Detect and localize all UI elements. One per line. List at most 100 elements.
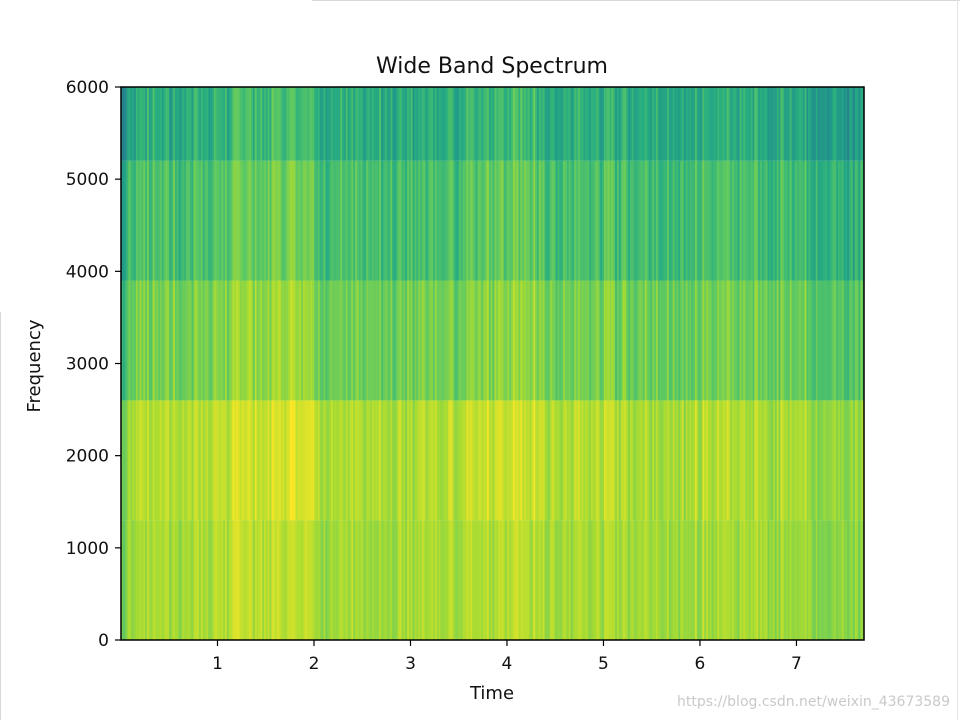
heatmap-cell bbox=[709, 520, 713, 640]
heatmap-cell bbox=[429, 87, 432, 161]
heatmap-cell bbox=[789, 400, 793, 521]
heatmap-cell bbox=[641, 520, 644, 640]
heatmap-cell bbox=[418, 280, 421, 401]
heatmap-cell bbox=[527, 280, 531, 401]
heatmap-cell bbox=[594, 520, 598, 640]
heatmap-cell bbox=[345, 400, 349, 521]
heatmap-cell bbox=[386, 87, 390, 161]
heatmap-cell bbox=[659, 520, 663, 640]
heatmap-cell bbox=[395, 520, 399, 640]
heatmap-cell bbox=[726, 160, 729, 281]
heatmap-cell bbox=[839, 160, 843, 281]
heatmap-cell bbox=[849, 160, 852, 281]
heatmap-cell bbox=[178, 520, 182, 640]
heatmap-cell bbox=[743, 520, 746, 640]
heatmap-cell bbox=[527, 160, 531, 281]
heatmap-cell bbox=[189, 400, 193, 521]
heatmap-cell bbox=[208, 87, 211, 161]
heatmap-cell bbox=[212, 280, 215, 401]
heatmap-cell bbox=[767, 280, 770, 401]
heatmap-cell bbox=[724, 400, 728, 521]
heatmap-cell bbox=[525, 400, 529, 521]
heatmap-cell bbox=[462, 400, 466, 521]
heatmap-cell bbox=[460, 400, 464, 521]
heatmap-cell bbox=[574, 400, 577, 521]
heatmap-cell bbox=[405, 280, 408, 401]
heatmap-cell bbox=[652, 400, 655, 521]
heatmap-cell bbox=[659, 400, 663, 521]
heatmap-cell bbox=[375, 160, 378, 281]
heatmap-cell bbox=[299, 400, 302, 521]
heatmap-cell bbox=[182, 87, 185, 161]
heatmap-cell bbox=[499, 160, 503, 281]
heatmap-cell bbox=[696, 520, 700, 640]
heatmap-cell bbox=[717, 520, 720, 640]
heatmap-cell bbox=[726, 520, 729, 640]
heatmap-cell bbox=[464, 160, 468, 281]
heatmap-cell bbox=[128, 87, 131, 161]
heatmap-cell bbox=[351, 87, 354, 161]
heatmap-cell bbox=[202, 160, 206, 281]
heatmap-cell bbox=[533, 520, 536, 640]
heatmap-cell bbox=[407, 400, 410, 521]
heatmap-cell bbox=[368, 280, 371, 401]
heatmap-cell bbox=[581, 400, 585, 521]
heatmap-cell bbox=[527, 87, 531, 161]
heatmap-cell bbox=[732, 400, 735, 521]
heatmap-cell bbox=[336, 280, 339, 401]
heatmap-cell bbox=[507, 87, 510, 161]
heatmap-cell bbox=[245, 87, 248, 161]
heatmap-cell bbox=[529, 400, 533, 521]
heatmap-cell bbox=[813, 87, 817, 161]
heatmap-cell bbox=[821, 400, 824, 521]
heatmap-cell bbox=[382, 520, 386, 640]
heatmap-cell bbox=[401, 160, 404, 281]
heatmap-cell bbox=[355, 400, 358, 521]
heatmap-cell bbox=[334, 400, 338, 521]
heatmap-cell bbox=[817, 400, 821, 521]
heatmap-cell bbox=[668, 400, 672, 521]
heatmap-cell bbox=[752, 520, 756, 640]
heatmap-cell bbox=[674, 280, 677, 401]
heatmap-cell bbox=[316, 87, 319, 161]
heatmap-cell bbox=[427, 400, 430, 521]
heatmap-cell bbox=[390, 160, 393, 281]
heatmap-cell bbox=[709, 400, 713, 521]
heatmap-cell bbox=[583, 87, 586, 161]
heatmap-cell bbox=[839, 520, 843, 640]
heatmap-cell bbox=[605, 400, 609, 521]
heatmap-cell bbox=[488, 520, 492, 640]
heatmap-cell bbox=[434, 160, 438, 281]
heatmap-cell bbox=[249, 520, 252, 640]
heatmap-cell bbox=[232, 87, 235, 161]
heatmap-cell bbox=[148, 520, 152, 640]
heatmap-cell bbox=[737, 520, 741, 640]
heatmap-cell bbox=[564, 160, 568, 281]
heatmap-cell bbox=[161, 280, 165, 401]
heatmap-cell bbox=[349, 280, 352, 401]
heatmap-cell bbox=[624, 400, 627, 521]
heatmap-cell bbox=[719, 400, 722, 521]
heatmap-cell bbox=[193, 400, 196, 521]
heatmap-cell bbox=[226, 520, 230, 640]
heatmap-cell bbox=[325, 280, 328, 401]
heatmap-cell bbox=[137, 400, 141, 521]
heatmap-cell bbox=[260, 400, 263, 521]
heatmap-cell bbox=[158, 280, 161, 401]
heatmap-cell bbox=[787, 87, 791, 161]
heatmap-cell bbox=[319, 280, 323, 401]
heatmap-cell bbox=[282, 87, 286, 161]
heatmap-cell bbox=[364, 280, 367, 401]
heatmap-cell bbox=[421, 280, 425, 401]
heatmap-cell bbox=[570, 520, 573, 640]
heatmap-cell bbox=[631, 520, 635, 640]
screenshot-border-right bbox=[957, 0, 958, 720]
heatmap-cell bbox=[687, 87, 690, 161]
heatmap-cell bbox=[477, 400, 481, 521]
heatmap-cell bbox=[143, 160, 146, 281]
heatmap-cell bbox=[486, 400, 490, 521]
x-tick-label: 1 bbox=[212, 654, 223, 674]
heatmap-cell bbox=[425, 400, 429, 521]
heatmap-cell bbox=[486, 520, 490, 640]
heatmap-cell bbox=[551, 160, 555, 281]
